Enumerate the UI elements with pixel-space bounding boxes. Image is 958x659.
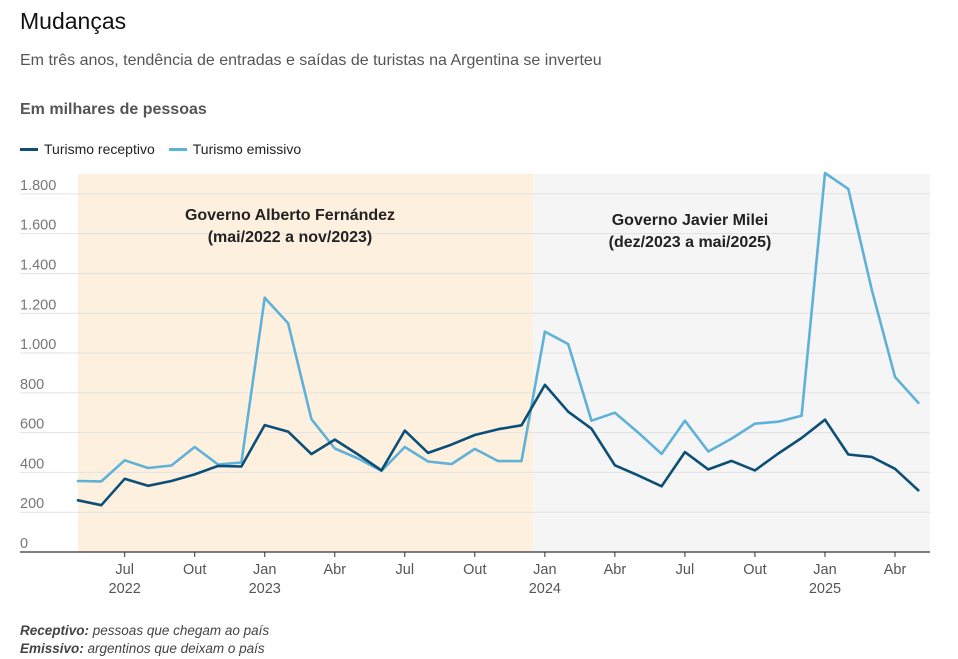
note-term-receptivo: Receptivo: xyxy=(20,623,90,638)
note-emissivo: Emissivo: argentinos que deixam o país xyxy=(20,640,269,658)
x-tick-label: Abr xyxy=(884,562,907,578)
y-tick-label: 600 xyxy=(20,417,44,433)
y-tick-label: 1.600 xyxy=(20,218,56,234)
legend-item-emissivo: Turismo emissivo xyxy=(168,141,302,157)
x-tick-label: Jan xyxy=(813,562,836,578)
y-tick-label: 1.800 xyxy=(20,178,56,194)
series-line-receptivo xyxy=(76,383,920,507)
unit-label: Em milhares de pessoas xyxy=(20,101,207,118)
legend-label-emissivo: Turismo emissivo xyxy=(192,141,302,157)
note-receptivo: Receptivo: pessoas que chegam ao país xyxy=(20,622,269,640)
x-tick-label: Jul xyxy=(396,562,415,578)
x-tick-year: 2024 xyxy=(529,581,561,597)
x-tick-label: Out xyxy=(743,562,766,578)
y-tick-label: 1.400 xyxy=(20,257,56,273)
legend-swatch-receptivo xyxy=(20,147,38,151)
y-tick-label: 800 xyxy=(20,377,44,393)
period-band-1 xyxy=(78,174,534,552)
y-tick-label: 0 xyxy=(20,536,28,552)
x-tick-label: Abr xyxy=(323,562,346,578)
period-label-2: Governo Javier Milei xyxy=(612,212,769,229)
period-label-1: Governo Alberto Fernández xyxy=(185,207,395,224)
y-tick-label: 1.200 xyxy=(20,297,56,313)
legend: Turismo receptivo Turismo emissivo xyxy=(20,141,301,157)
series-line-emissivo xyxy=(76,171,920,483)
legend-label-receptivo: Turismo receptivo xyxy=(44,141,155,157)
period-sublabel-1: (mai/2022 a nov/2023) xyxy=(208,229,373,246)
x-tick-label: Jul xyxy=(115,562,134,578)
x-tick-label: Jul xyxy=(676,562,695,578)
x-tick-year: 2022 xyxy=(109,581,141,597)
x-tick-label: Out xyxy=(463,562,486,578)
x-tick-year: 2023 xyxy=(249,581,281,597)
x-tick-label: Abr xyxy=(604,562,627,578)
x-tick-label: Jan xyxy=(253,562,276,578)
note-text-emissivo: argentinos que deixam o país xyxy=(83,641,265,656)
period-band-2 xyxy=(533,174,930,552)
y-tick-label: 400 xyxy=(20,456,44,472)
period-sublabel-2: (dez/2023 a mai/2025) xyxy=(609,234,772,251)
footnotes: Receptivo: pessoas que chegam ao país Em… xyxy=(20,622,269,658)
x-tick-label: Out xyxy=(183,562,206,578)
note-text-receptivo: pessoas que chegam ao país xyxy=(89,623,270,638)
legend-swatch-emissivo xyxy=(168,147,187,151)
chart-title: Mudanças xyxy=(20,8,127,34)
chart-subtitle: Em três anos, tendência de entradas e sa… xyxy=(20,52,602,69)
x-tick-year: 2025 xyxy=(809,581,841,597)
y-tick-label: 200 xyxy=(20,496,44,512)
legend-item-receptivo: Turismo receptivo xyxy=(20,141,155,157)
x-tick-label: Jan xyxy=(533,562,556,578)
note-term-emissivo: Emissivo: xyxy=(20,641,84,656)
y-tick-label: 1.000 xyxy=(20,337,56,353)
